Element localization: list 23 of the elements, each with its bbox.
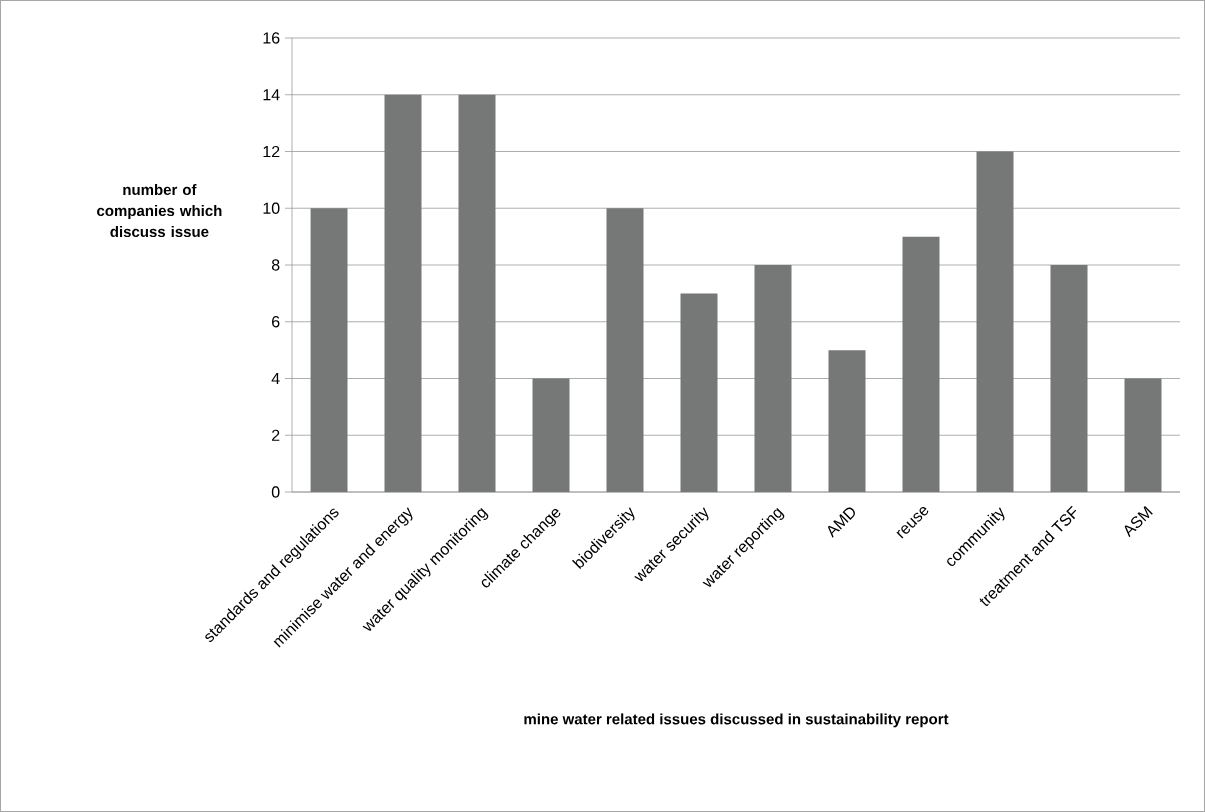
bar [828, 350, 866, 492]
y-tick-label: 8 [271, 259, 280, 271]
y-tick-label: 16 [263, 32, 280, 44]
y-tick-label: 6 [272, 316, 280, 328]
bar [458, 94, 496, 492]
y-tick-label: 12 [263, 145, 280, 158]
x-axis-title: mine water related issues discussed in sustainability report [524, 713, 949, 728]
bar [532, 378, 570, 492]
y-tick-label: 4 [271, 372, 280, 384]
bar [1050, 265, 1088, 492]
bar [384, 94, 422, 492]
y-tick-label: 0 [271, 486, 280, 498]
bar [606, 208, 644, 492]
bar [680, 293, 718, 492]
y-axis-title: number of companies which discuss issue [97, 184, 222, 238]
bar [976, 151, 1014, 492]
y-tick-label: 10 [263, 202, 280, 214]
bar [1124, 378, 1162, 492]
bar [902, 236, 940, 492]
bar [754, 265, 792, 492]
bar [310, 208, 348, 492]
y-tick-label: 14 [263, 89, 280, 101]
y-tick-label: 2 [272, 429, 280, 441]
